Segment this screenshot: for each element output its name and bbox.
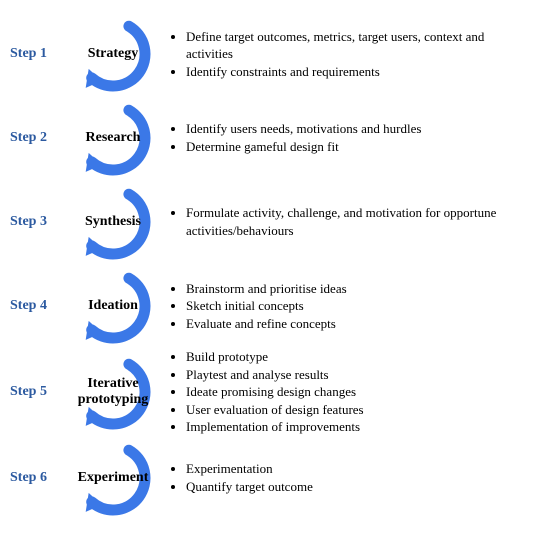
step-bullets: Formulate activity, challenge, and motiv…	[158, 204, 534, 239]
step-label: Step 6	[10, 470, 68, 486]
step-row: Step 2 Research Identify users needs, mot…	[10, 96, 534, 180]
bullet-item: Determine gameful design fit	[186, 138, 534, 156]
arc-icon: Synthesis	[68, 180, 158, 264]
bullet-item: Define target outcomes, metrics, target …	[186, 28, 534, 63]
arc-icon: Ideation	[68, 264, 158, 348]
step-row: Step 5 Iterative prototypingBuild protot…	[10, 348, 534, 436]
step-row: Step 1 Strategy Define target outcomes, m…	[10, 12, 534, 96]
step-label: Step 1	[10, 46, 68, 62]
bullet-item: Playtest and analyse results	[186, 366, 534, 384]
bullet-item: Evaluate and refine concepts	[186, 315, 534, 333]
bullet-item: Sketch initial concepts	[186, 297, 534, 315]
bullet-item: Formulate activity, challenge, and motiv…	[186, 204, 534, 239]
bullet-item: Build prototype	[186, 348, 534, 366]
bullet-item: Brainstorm and prioritise ideas	[186, 280, 534, 298]
bullet-item: Quantify target outcome	[186, 478, 534, 496]
step-title: Synthesis	[85, 214, 141, 229]
step-row: Step 4 Ideation Brainstorm and prioritise…	[10, 264, 534, 348]
step-title: Research	[86, 130, 141, 145]
bullet-item: Experimentation	[186, 460, 534, 478]
bullet-item: User evaluation of design features	[186, 401, 534, 419]
step-label: Step 3	[10, 214, 68, 230]
step-row: Step 6 Experiment ExperimentationQuantify…	[10, 436, 534, 520]
step-row: Step 3 Synthesis Formulate activity, chal…	[10, 180, 534, 264]
step-title: Iterative prototyping	[73, 376, 153, 407]
arc-icon: Experiment	[68, 436, 158, 520]
arc-icon: Iterative prototyping	[68, 350, 158, 434]
step-title: Ideation	[88, 298, 138, 313]
step-bullets: Define target outcomes, metrics, target …	[158, 28, 534, 81]
step-bullets: Brainstorm and prioritise ideasSketch in…	[158, 280, 534, 333]
step-label: Step 5	[10, 384, 68, 400]
step-bullets: ExperimentationQuantify target outcome	[158, 460, 534, 495]
bullet-item: Ideate promising design changes	[186, 383, 534, 401]
bullet-item: Implementation of improvements	[186, 418, 534, 436]
arc-icon: Research	[68, 96, 158, 180]
step-title: Experiment	[78, 470, 149, 485]
bullet-item: Identify users needs, motivations and hu…	[186, 120, 534, 138]
step-label: Step 2	[10, 130, 68, 146]
step-label: Step 4	[10, 298, 68, 314]
arc-icon: Strategy	[68, 12, 158, 96]
process-diagram: Step 1 Strategy Define target outcomes, m…	[10, 12, 534, 520]
step-bullets: Identify users needs, motivations and hu…	[158, 120, 534, 155]
step-title: Strategy	[88, 46, 139, 61]
bullet-item: Identify constraints and requirements	[186, 63, 534, 81]
step-bullets: Build prototypePlaytest and analyse resu…	[158, 348, 534, 436]
